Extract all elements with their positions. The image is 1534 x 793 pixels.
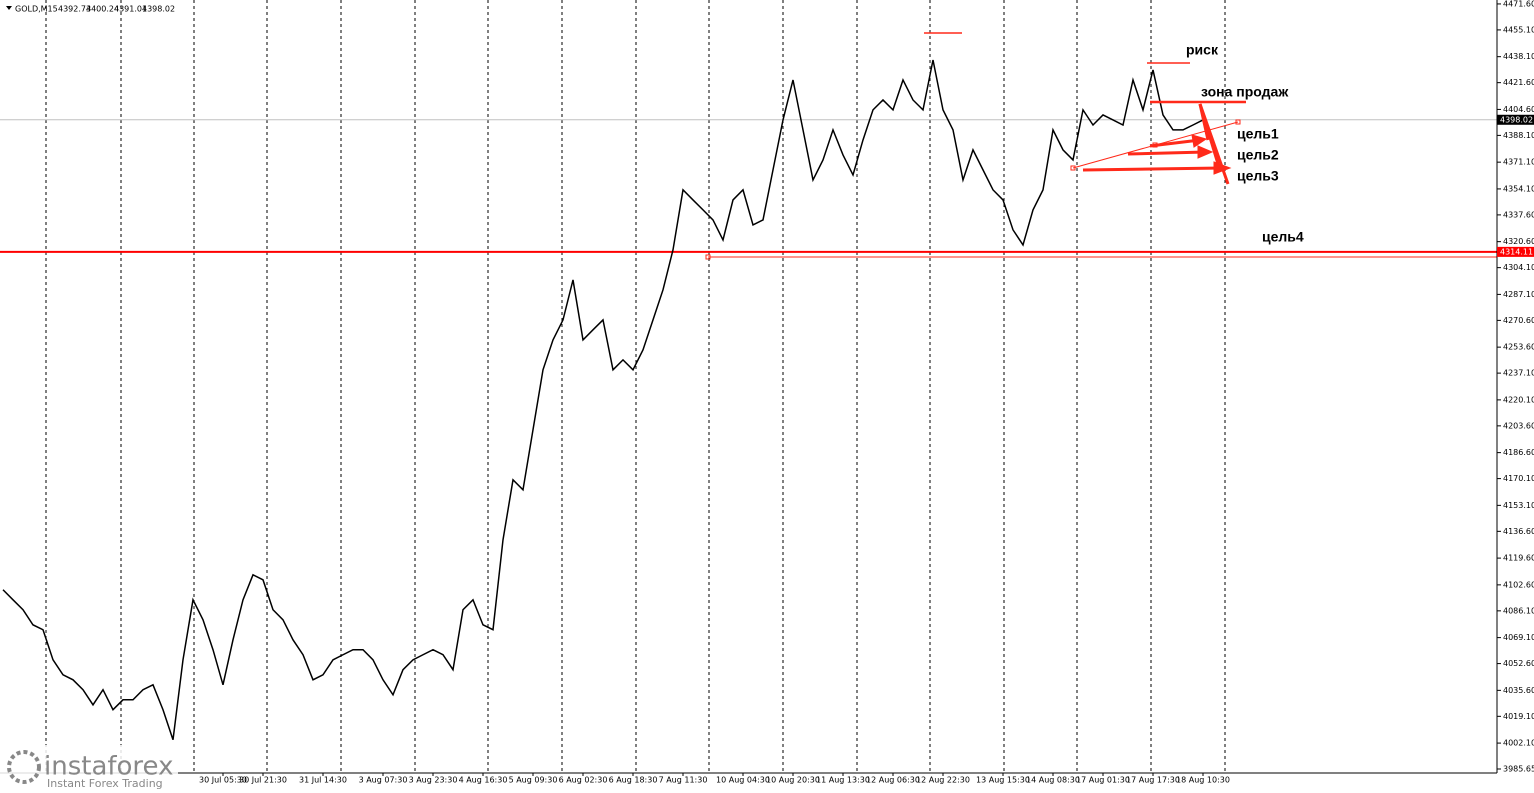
x-tick-label: 30 Jul 21:30 xyxy=(239,776,287,785)
y-tick-label: 4287.10 xyxy=(1503,290,1534,299)
x-tick-label: 3 Aug 07:30 xyxy=(359,776,408,785)
y-tick-label: 4471.60 xyxy=(1503,0,1534,8)
ohlc: 4391.01 xyxy=(114,5,147,14)
annotation: риск xyxy=(1186,42,1219,58)
x-tick-label: 10 Aug 04:30 xyxy=(716,776,770,785)
watermark-tagline: Instant Forex Trading xyxy=(47,777,163,790)
x-tick-label: 31 Jul 14:30 xyxy=(299,776,347,785)
y-tick-label: 4119.60 xyxy=(1503,554,1534,563)
y-tick-label: 4354.10 xyxy=(1503,184,1534,193)
y-tick-label: 4304.10 xyxy=(1503,263,1534,272)
y-tick-label: 4002.10 xyxy=(1503,739,1534,748)
x-tick-label: 30 Jul 05:30 xyxy=(199,776,247,785)
annotation: цель3 xyxy=(1237,168,1279,184)
ohlc: 4400.24 xyxy=(86,5,119,14)
y-tick-label: 4253.60 xyxy=(1503,343,1534,352)
annotation: зона продаж xyxy=(1201,84,1289,100)
y-tick-label: 4136.60 xyxy=(1503,527,1534,536)
y-tick-label: 4388.10 xyxy=(1503,131,1534,140)
y-tick-label: 4320.60 xyxy=(1503,237,1534,246)
y-tick-label: 4052.60 xyxy=(1503,659,1534,668)
y-tick-label: 4186.60 xyxy=(1503,448,1534,457)
header-icon xyxy=(6,6,12,10)
x-tick-label: 11 Aug 13:30 xyxy=(816,776,870,785)
y-tick-label: 4170.10 xyxy=(1503,474,1534,483)
y-tick-label: 4455.10 xyxy=(1503,25,1534,34)
price-line xyxy=(2,59,1204,741)
price-tag xyxy=(1497,114,1534,125)
x-tick-label: 18 Aug 10:30 xyxy=(1176,776,1230,785)
x-tick-label: 3 Aug 23:30 xyxy=(409,776,458,785)
ohlc: 4392.73 xyxy=(58,5,91,14)
y-tick-label: 4069.10 xyxy=(1503,633,1534,642)
y-tick-label: 4035.60 xyxy=(1503,686,1534,695)
y-tick-label: 4237.10 xyxy=(1503,369,1534,378)
level-tag-label: 4314.11 xyxy=(1500,247,1533,256)
x-tick-label: 5 Aug 09:30 xyxy=(509,776,558,785)
x-tick-label: 6 Aug 18:30 xyxy=(609,776,658,785)
watermark-logo xyxy=(7,750,41,784)
marks xyxy=(0,59,1497,741)
x-tick-label: 6 Aug 02:30 xyxy=(559,776,608,785)
watermark: instaforex Instant Forex Trading xyxy=(0,745,178,793)
x-tick-label: 4 Aug 16:30 xyxy=(459,776,508,785)
y-tick-label: 4337.60 xyxy=(1503,210,1534,219)
y-tick-label: 4270.60 xyxy=(1503,316,1534,325)
x-tick-label: 13 Aug 15:30 xyxy=(976,776,1030,785)
price-tag-label: 4398.02 xyxy=(1500,115,1533,124)
x-tick-label: 10 Aug 20:30 xyxy=(766,776,820,785)
analysis-drawings xyxy=(705,32,1497,260)
ohlc: 4398.02 xyxy=(142,5,175,14)
level-tag xyxy=(1497,246,1534,257)
y-tick-label: 4371.10 xyxy=(1503,158,1534,167)
y-tick-label: 4438.10 xyxy=(1503,52,1534,61)
y-tick-label: 4421.60 xyxy=(1503,78,1534,87)
annotation: цель4 xyxy=(1262,229,1304,245)
x-tick-label: 17 Aug 17:30 xyxy=(1126,776,1180,785)
y-tick-label: 4203.60 xyxy=(1503,421,1534,430)
y-tick-label: 3985.65 xyxy=(1503,764,1534,773)
x-tick-label: 7 Aug 11:30 xyxy=(659,776,708,785)
y-tick-label: 4086.10 xyxy=(1503,606,1534,615)
x-tick-label: 12 Aug 22:30 xyxy=(916,776,970,785)
y-tick-label: 4102.60 xyxy=(1503,580,1534,589)
period-separators xyxy=(45,0,1226,773)
watermark-brand: instaforex xyxy=(44,752,173,782)
y-tick-label: 4019.10 xyxy=(1503,712,1534,721)
annotation: цель1 xyxy=(1237,126,1279,142)
y-tick-label: 4153.10 xyxy=(1503,501,1534,510)
x-tick-label: 12 Aug 06:30 xyxy=(866,776,920,785)
watermark-bg xyxy=(0,745,178,793)
annotation: цель2 xyxy=(1237,147,1279,163)
x-tick-label: 17 Aug 01:30 xyxy=(1076,776,1130,785)
y-tick-label: 4404.60 xyxy=(1503,105,1534,114)
y-tick-label: 4220.10 xyxy=(1503,395,1534,404)
symbol: GOLD,M15 xyxy=(15,5,58,14)
x-tick-label: 14 Aug 08:30 xyxy=(1026,776,1080,785)
